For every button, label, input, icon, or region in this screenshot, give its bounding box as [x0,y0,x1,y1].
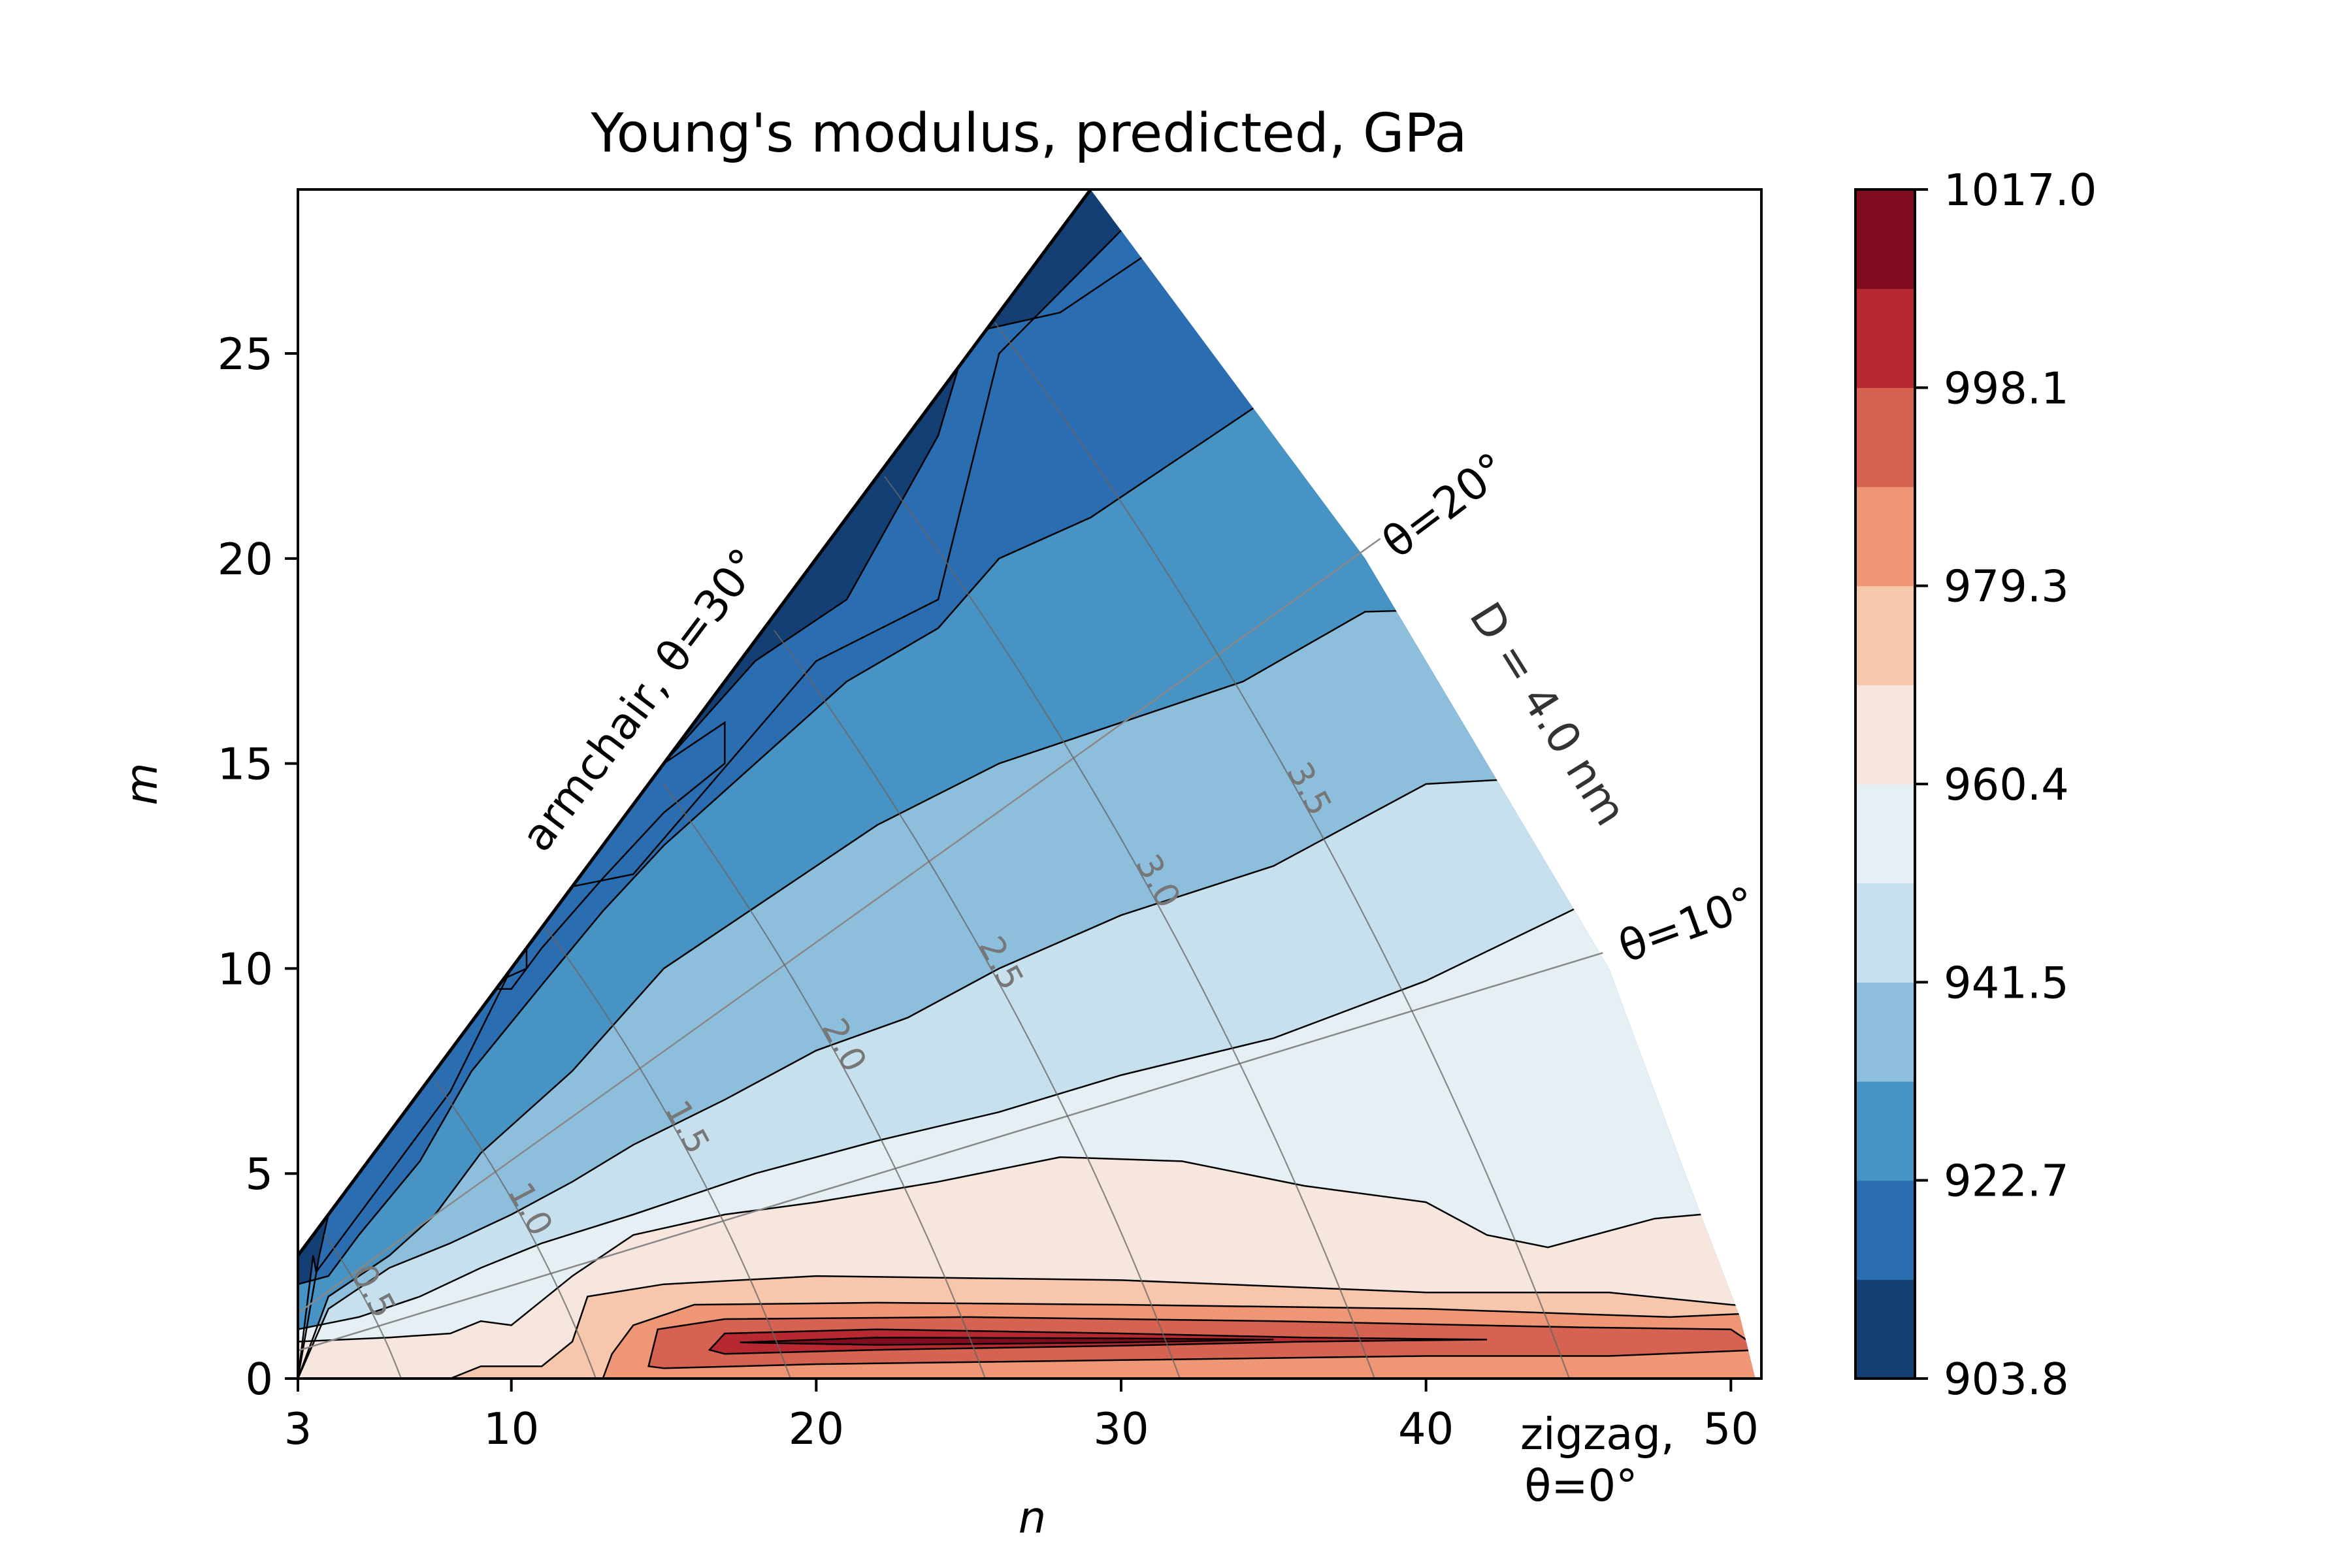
colorbar-segment [1855,1180,1915,1280]
x-ticks: 3 10 20 30 40 50 [284,1379,1759,1454]
colorbar-segment [1855,585,1915,685]
y-ticks: 0 5 10 15 20 25 [218,329,298,1405]
y-tick-label: 15 [218,739,273,790]
contour-line [601,1301,1756,1379]
x-tick-label: 20 [789,1403,844,1454]
contour-line [740,1336,1274,1346]
diameter-contour [545,927,792,1379]
colorbar [1855,189,1915,1379]
zigzag-label-line1: zigzag, [1520,1409,1674,1460]
armchair-edge [296,188,1092,1257]
angle-line [297,952,1603,1352]
y-tick-label: 10 [218,943,273,994]
contour-line [298,885,1756,1379]
colorbar-segment [1855,685,1915,785]
colorbar-segment [1855,883,1915,983]
contour-line [298,352,1756,1379]
diameter-contour [773,630,1181,1379]
colorbar-tick-label: 979.3 [1944,561,2069,612]
colorbar-segment [1855,1279,1915,1379]
x-tick-label: 40 [1398,1403,1454,1454]
chart-title: Young's modulus, predicted, GPa [590,103,1467,165]
y-tick-label: 25 [218,329,273,380]
zigzag-label-line2: θ=0° [1524,1460,1637,1511]
plot-frame [297,188,1763,1380]
contour-line [298,598,1756,1379]
colorbar-segment [1855,189,1915,289]
diameter-contour [434,1081,597,1379]
theta-20-label: θ=20° [1373,443,1516,568]
contour-line [298,762,1756,1379]
colorbar-tick-label: 960.4 [1944,759,2069,810]
y-tick-label: 0 [245,1354,273,1405]
angle-line [297,538,1381,1314]
theta-10-label: θ=10° [1612,877,1762,973]
x-axis-label: n [1019,1492,1046,1543]
contour-line [298,229,1756,1379]
colorbar-tick-label: 903.8 [1944,1354,2069,1405]
y-tick-label: 20 [218,534,273,585]
colorbar-segment [1855,1081,1915,1181]
colorbar-tick-label: 922.7 [1944,1156,2069,1207]
colorbar-ticks: 1017.0 998.1 979.3 960.4 941.5 922.7 903.8 [1915,165,2097,1405]
diameter-contour [662,783,987,1379]
diameter-contour [994,322,1571,1379]
y-tick-label: 5 [245,1149,273,1200]
colorbar-segment [1855,487,1915,587]
diameter-contour [884,476,1376,1379]
x-tick-label: 10 [483,1403,539,1454]
x-tick-label: 30 [1093,1403,1149,1454]
colorbar-tick-label: 1017.0 [1944,165,2097,216]
contour-line [708,1328,1488,1355]
colorbar-tick-label: 998.1 [1944,363,2069,414]
colorbar-segment [1855,288,1915,388]
y-axis-label: m [116,762,167,805]
colorbar-tick-label: 941.5 [1944,957,2069,1008]
contour-band [740,1337,1274,1345]
colorbar-segment [1855,784,1915,884]
colorbar-segment [1855,387,1915,487]
diameter-contour [323,1234,402,1379]
colorbar-segment [1855,982,1915,1082]
x-tick-label: 3 [284,1403,312,1454]
contour-line [449,1275,1756,1379]
x-tick-label: 50 [1703,1403,1759,1454]
